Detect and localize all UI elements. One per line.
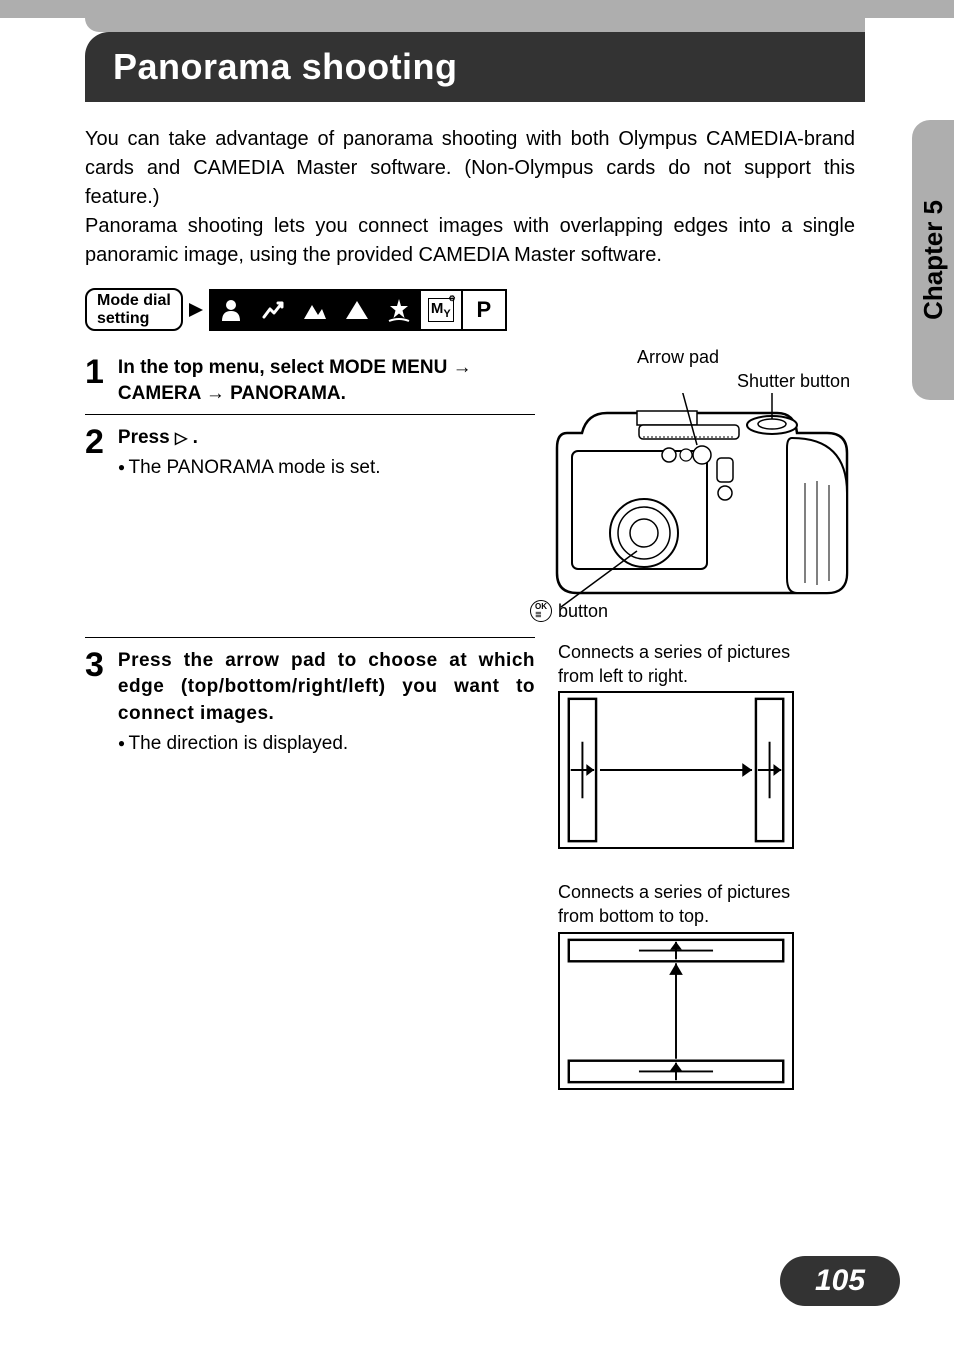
- chapter-label: Chapter 5: [918, 200, 949, 320]
- step-2-text-b: .: [193, 427, 198, 448]
- landscape-icon: [295, 291, 337, 329]
- step-1-body: In the top menu, select MODE MENU → CAME…: [118, 355, 535, 407]
- step-3-number: 3: [85, 648, 104, 682]
- panorama-ltr-diagram: [558, 691, 794, 849]
- intro-paragraph-1: You can take advantage of panorama shoot…: [85, 125, 855, 212]
- step-3-text: Press the arrow pad to choose at which e…: [118, 648, 535, 727]
- triangle-right-icon: ▷: [175, 430, 187, 447]
- caption-ltr: Connects a series of pictures from left …: [558, 640, 818, 689]
- step-1-text-a: In the top menu, select MODE MENU: [118, 357, 453, 378]
- right-arrow-icon: →: [206, 383, 225, 404]
- title-bar: Panorama shooting: [85, 32, 865, 102]
- arrow-pad-label: Arrow pad: [637, 347, 719, 368]
- step-1-text: In the top menu, select MODE MENU → CAME…: [118, 357, 472, 404]
- intro-paragraph-2: Panorama shooting lets you connect image…: [85, 212, 855, 270]
- mode-label-line2: setting: [97, 310, 171, 328]
- caption-btt: Connects a series of pictures from botto…: [558, 880, 818, 929]
- portrait-icon: [211, 291, 253, 329]
- camera-illustration: [547, 393, 867, 623]
- night-icon: [379, 291, 421, 329]
- ok-button-label-row: OK≣ button: [530, 600, 608, 622]
- mode-icons-strip: MY⚙ P: [209, 289, 507, 331]
- my-mode-icon: MY⚙: [421, 291, 463, 329]
- step-2-number: 2: [85, 425, 104, 459]
- step-2: 2 Press ▷ . The PANORAMA mode is set.: [85, 414, 535, 487]
- step-1-text-b: CAMERA: [118, 383, 206, 404]
- step-2-text-a: Press: [118, 427, 175, 448]
- mode-dial-row: Mode dial setting MY⚙ P: [85, 288, 855, 331]
- step-3-bullet: The direction is displayed.: [118, 731, 535, 757]
- ok-button-icon: OK≣: [530, 600, 552, 622]
- step-1-text-c: PANORAMA.: [230, 383, 346, 404]
- program-mode-icon: P: [463, 291, 505, 329]
- step-3: 3 Press the arrow pad to choose at which…: [85, 638, 535, 763]
- top-gray-strip: [0, 0, 954, 18]
- step-2-bullet: The PANORAMA mode is set.: [118, 455, 535, 481]
- page-number-badge: 105: [780, 1256, 900, 1306]
- ok-button-label: button: [558, 601, 608, 622]
- mode-dial-label: Mode dial setting: [85, 288, 183, 331]
- mountain-icon: [337, 291, 379, 329]
- mode-label-line1: Mode dial: [97, 292, 171, 310]
- right-arrow-icon: →: [453, 357, 472, 378]
- mode-arrow-icon: [189, 303, 203, 317]
- page-title: Panorama shooting: [113, 46, 458, 88]
- step-2-body: Press ▷ . The PANORAMA mode is set.: [118, 425, 535, 481]
- step-3-body: Press the arrow pad to choose at which e…: [118, 648, 535, 757]
- chapter-tab: Chapter 5: [912, 120, 954, 400]
- step-1: 1 In the top menu, select MODE MENU → CA…: [85, 345, 535, 413]
- step-1-number: 1: [85, 355, 104, 389]
- sports-icon: [253, 291, 295, 329]
- panorama-btt-diagram: [558, 932, 794, 1090]
- shutter-button-label: Shutter button: [737, 371, 850, 392]
- corner-tab: [85, 18, 865, 32]
